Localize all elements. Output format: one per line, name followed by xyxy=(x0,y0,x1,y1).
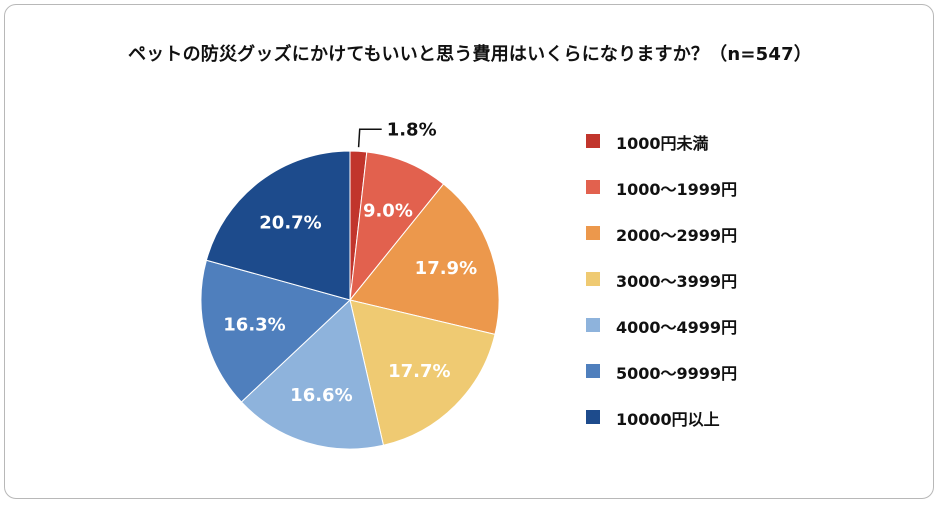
legend-swatch xyxy=(586,318,600,332)
legend-swatch xyxy=(586,410,600,424)
slice-value-label: 16.3% xyxy=(223,315,285,336)
legend-item: 2000〜2999円 xyxy=(586,222,886,268)
slice-value-label: 16.6% xyxy=(290,385,352,406)
legend-label: 5000〜9999円 xyxy=(616,364,738,383)
slice-value-label: 20.7% xyxy=(259,213,321,234)
legend-label: 10000円以上 xyxy=(616,410,720,429)
slice-value-label: 17.7% xyxy=(388,361,450,382)
legend-item: 5000〜9999円 xyxy=(586,360,886,406)
legend-swatch xyxy=(586,180,600,194)
legend-swatch xyxy=(586,226,600,240)
slice-value-label: 17.9% xyxy=(415,258,477,279)
legend-swatch xyxy=(586,134,600,148)
pie-slice xyxy=(349,299,496,446)
legend-label: 2000〜2999円 xyxy=(616,226,738,245)
legend-item: 10000円以上 xyxy=(586,406,886,452)
chart-title: ペットの防災グッズにかけてもいいと思う費用はいくらになりますか？（n=547） xyxy=(127,44,812,65)
legend-swatch xyxy=(586,364,600,378)
leader-line xyxy=(357,128,382,148)
legend-item: 1000円未満 xyxy=(586,130,886,176)
legend: 1000円未満 1000〜1999円 2000〜2999円 3000〜3999円 400… xyxy=(586,130,886,452)
legend-item: 4000〜4999円 xyxy=(586,314,886,360)
legend-label: 4000〜4999円 xyxy=(616,318,738,337)
pie-slice xyxy=(205,150,351,301)
legend-swatch xyxy=(586,272,600,286)
legend-item: 1000〜1999円 xyxy=(586,176,886,222)
legend-label: 3000〜3999円 xyxy=(616,272,738,291)
pie-slice xyxy=(349,183,500,335)
slice-value-label: 1.8% xyxy=(387,119,437,140)
pie-slice xyxy=(200,259,351,403)
pie-slice xyxy=(349,151,445,302)
legend-label: 1000円未満 xyxy=(616,134,709,153)
legend-item: 3000〜3999円 xyxy=(586,268,886,314)
legend-label: 1000〜1999円 xyxy=(616,180,738,199)
slice-value-label: 9.0% xyxy=(363,200,413,221)
pie-slice xyxy=(240,299,385,450)
